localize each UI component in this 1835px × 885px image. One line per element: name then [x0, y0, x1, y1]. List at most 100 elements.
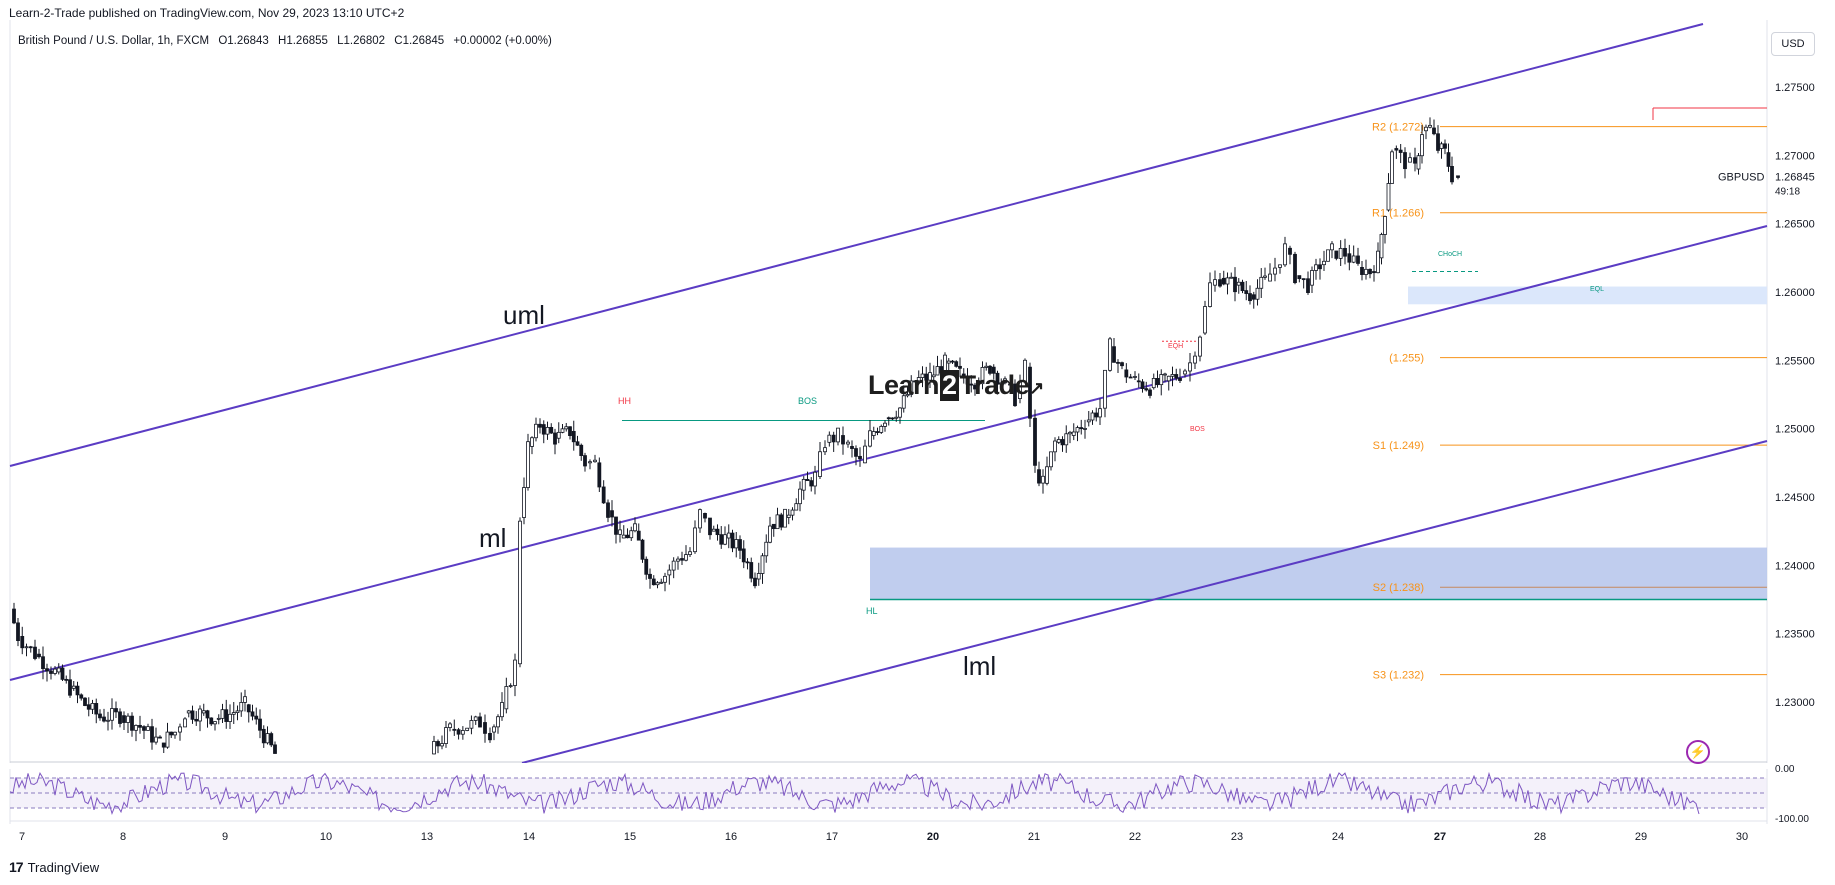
candle-up — [846, 441, 850, 445]
candle-up — [126, 715, 130, 723]
candle-up — [629, 530, 634, 539]
candle-down — [1148, 389, 1152, 396]
y-tick-label: 1.26000 — [1775, 287, 1815, 299]
candle-up — [723, 534, 727, 545]
candle-up — [688, 551, 692, 555]
candle-up — [1208, 282, 1212, 307]
candle-down — [1079, 427, 1084, 430]
candle-up — [711, 528, 716, 532]
x-tick-label: 23 — [1231, 831, 1243, 843]
candle-down — [1233, 276, 1237, 293]
candle-down — [16, 622, 20, 641]
candle-down — [745, 561, 750, 564]
candle-down — [190, 710, 195, 720]
x-tick-label: 14 — [523, 831, 535, 843]
candle-down — [1218, 279, 1222, 287]
candle-down — [831, 434, 836, 443]
candle-up — [146, 726, 150, 731]
structure-label: HL — [866, 606, 878, 616]
symbol-legend[interactable]: British Pound / U.S. Dollar, 1h, FXCM O1… — [18, 35, 558, 47]
candle-down — [741, 548, 746, 563]
candle-up — [894, 416, 899, 419]
candle-down — [1403, 152, 1407, 170]
candle-up — [560, 428, 565, 433]
candle-down — [64, 678, 69, 681]
candle-up — [1068, 431, 1072, 435]
candle-up — [1236, 281, 1241, 286]
rsi-line — [9, 771, 1700, 815]
candle-up — [883, 422, 887, 427]
candle-up — [1163, 373, 1167, 376]
candle-down — [579, 444, 584, 456]
candle-down — [1446, 152, 1451, 167]
candle-down — [541, 424, 546, 435]
candle-down — [1398, 149, 1403, 153]
candle-up — [980, 367, 985, 385]
candle-down — [483, 722, 487, 734]
candle-down — [169, 731, 174, 736]
candle-down — [969, 383, 974, 386]
candle-up — [1278, 264, 1282, 268]
candle-down — [636, 530, 641, 541]
candle-up — [879, 425, 884, 433]
candle-up — [775, 514, 780, 530]
structure-label: CHoCH — [1438, 251, 1462, 258]
candle-up — [901, 395, 906, 409]
candle-up — [783, 508, 787, 528]
candle-up — [905, 394, 910, 397]
candle-up — [460, 730, 465, 735]
ohlc-high: H1.26855 — [278, 35, 328, 47]
candle-down — [991, 366, 996, 374]
candle-down — [1174, 374, 1179, 379]
candle-down — [1356, 255, 1360, 264]
candle-down — [1155, 378, 1160, 386]
candle-up — [53, 668, 57, 674]
currency-button[interactable]: USD — [1771, 32, 1815, 56]
candle-up — [1416, 155, 1421, 170]
candle-down — [273, 744, 277, 754]
candle-up — [71, 685, 76, 689]
candle-up — [798, 488, 802, 505]
candle-up — [671, 560, 676, 571]
y-tick-label: 1.23500 — [1775, 629, 1815, 641]
candle-up — [868, 430, 872, 447]
candle-down — [1443, 143, 1447, 149]
candle-up — [24, 646, 29, 649]
candle-up — [1338, 247, 1343, 259]
x-tick-label: 28 — [1534, 831, 1546, 843]
candle-up — [928, 372, 932, 381]
candle-down — [1372, 271, 1376, 274]
tradingview-logo[interactable]: 17 TradingView — [9, 859, 99, 875]
lightning-icon[interactable]: ⚡ — [1686, 740, 1710, 764]
candle-down — [94, 703, 99, 715]
candle-up — [1283, 243, 1287, 266]
candle-down — [708, 517, 712, 536]
candle-up — [935, 366, 940, 376]
candle-down — [258, 718, 262, 731]
candle-up — [659, 581, 664, 584]
candle-down — [1116, 361, 1120, 364]
rsi-tick-label: -100.00 — [1775, 814, 1809, 825]
candle-down — [890, 417, 895, 420]
candle-up — [1041, 475, 1045, 484]
candle-up — [201, 710, 206, 714]
pane-gap — [0, 763, 1835, 769]
candle-up — [526, 441, 530, 488]
candle-down — [1136, 380, 1141, 383]
candle-down — [161, 742, 166, 748]
candle-up — [1075, 427, 1080, 433]
candle-down — [150, 726, 154, 743]
candle-up — [813, 471, 817, 487]
candle-down — [60, 667, 65, 680]
candle-down — [102, 716, 106, 722]
candle-down — [738, 539, 742, 551]
candle-up — [1083, 428, 1087, 430]
candle-down — [805, 478, 810, 482]
candle-down — [75, 685, 80, 696]
candle-down — [1221, 277, 1226, 285]
ohlc-open: O1.26843 — [218, 35, 269, 47]
candle-up — [1086, 419, 1091, 423]
candle-up — [1383, 216, 1387, 235]
pivot-label: R2 (1.272) — [1372, 122, 1424, 134]
